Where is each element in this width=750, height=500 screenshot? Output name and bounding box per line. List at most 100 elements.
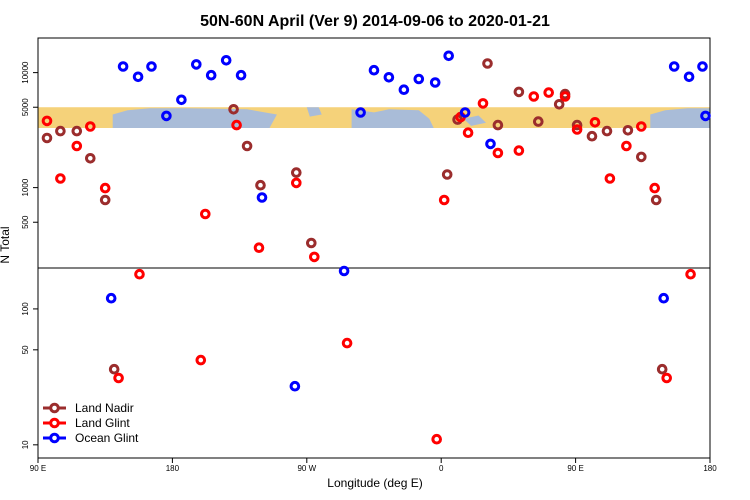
map-ocean: [306, 107, 322, 117]
data-point: [398, 84, 410, 95]
y-axis-label: N Total: [0, 226, 12, 263]
data-point: [685, 268, 696, 280]
data-point: [601, 125, 613, 137]
data-point: [650, 194, 662, 206]
data-point: [231, 119, 242, 131]
data-point: [528, 91, 540, 102]
world-map-band: [38, 107, 710, 128]
legend-marker: [49, 402, 60, 414]
data-point: [355, 107, 366, 118]
data-point: [443, 50, 455, 62]
y-tick-label: 50: [21, 345, 30, 354]
data-point: [621, 140, 632, 152]
data-point: [289, 380, 301, 392]
legend-marker: [49, 417, 60, 429]
data-point: [533, 116, 544, 127]
data-point: [341, 337, 353, 349]
x-tick-label: 90 E: [30, 464, 46, 473]
data-point: [220, 55, 232, 66]
data-point: [636, 151, 647, 163]
data-point: [99, 182, 111, 194]
data-point: [462, 127, 474, 138]
data-point: [477, 98, 489, 109]
map-ocean: [351, 109, 434, 128]
data-point: [291, 177, 302, 189]
y-tick-label: 5000: [21, 98, 30, 116]
data-point: [459, 107, 471, 118]
data-point: [661, 372, 673, 384]
x-axis-label: Longitude (deg E): [327, 476, 422, 490]
data-point: [622, 125, 634, 136]
y-tick-label: 1000: [21, 178, 30, 196]
legend-label: Land Glint: [75, 416, 130, 430]
plot-frame: [37, 37, 711, 459]
x-tick-label: 90 W: [297, 464, 316, 473]
data-point: [191, 59, 202, 70]
data-point: [700, 110, 711, 122]
data-point: [71, 125, 83, 137]
data-point: [649, 182, 661, 194]
x-tick-label: 180: [166, 464, 180, 473]
y-tick-label: 500: [21, 215, 30, 229]
data-point: [241, 140, 253, 152]
data-point: [146, 61, 157, 72]
data-point: [571, 119, 583, 131]
data-points: [41, 50, 711, 445]
data-point: [41, 115, 53, 127]
data-point: [492, 119, 504, 131]
data-point: [604, 173, 616, 184]
data-point: [571, 124, 583, 135]
data-point: [668, 61, 680, 72]
data-point: [235, 69, 247, 81]
data-point: [683, 71, 695, 83]
data-point: [431, 433, 443, 445]
y-tick-label: 10000: [21, 61, 30, 84]
data-point: [429, 77, 441, 88]
map-ocean: [463, 115, 486, 126]
data-point: [383, 72, 395, 83]
map-ocean: [650, 108, 710, 128]
data-point: [543, 87, 555, 98]
data-point: [586, 130, 598, 142]
data-point: [492, 147, 504, 159]
data-point: [117, 61, 129, 72]
legend-label: Ocean Glint: [75, 431, 139, 445]
data-point: [636, 121, 647, 132]
data-point: [108, 363, 120, 375]
chart-title: 50N-60N April (Ver 9) 2014-09-06 to 2020…: [200, 13, 550, 30]
data-point: [113, 372, 124, 384]
data-point: [85, 121, 96, 132]
data-point: [205, 69, 217, 81]
data-point: [306, 237, 317, 249]
data-point: [309, 251, 320, 263]
series-ocean-glint: [105, 50, 711, 392]
data-point: [658, 292, 670, 304]
data-point: [176, 94, 187, 106]
data-point: [553, 99, 565, 110]
y-tick-label: 10: [21, 440, 30, 449]
data-point: [256, 192, 268, 203]
data-point: [441, 169, 453, 180]
legend-label: Land Nadir: [75, 401, 134, 415]
y-tick-label: 100: [21, 302, 30, 316]
data-point: [656, 363, 668, 375]
data-point: [99, 194, 111, 206]
data-point: [438, 194, 450, 206]
data-point: [105, 292, 117, 304]
data-point: [55, 125, 66, 137]
data-point: [71, 140, 83, 152]
data-point: [41, 132, 53, 144]
x-tick-label: 180: [703, 464, 717, 473]
data-point: [513, 145, 525, 156]
data-point: [134, 268, 145, 280]
data-point: [85, 153, 96, 164]
data-point: [161, 110, 172, 122]
data-point: [368, 64, 380, 76]
data-point: [482, 58, 493, 69]
axis-ticks: 90 E 180 90 W 0 90 E 180 500 1000 5000 10000 10 50 1…: [21, 61, 717, 473]
data-point: [513, 86, 525, 98]
data-point: [338, 265, 350, 277]
data-point: [200, 208, 211, 220]
